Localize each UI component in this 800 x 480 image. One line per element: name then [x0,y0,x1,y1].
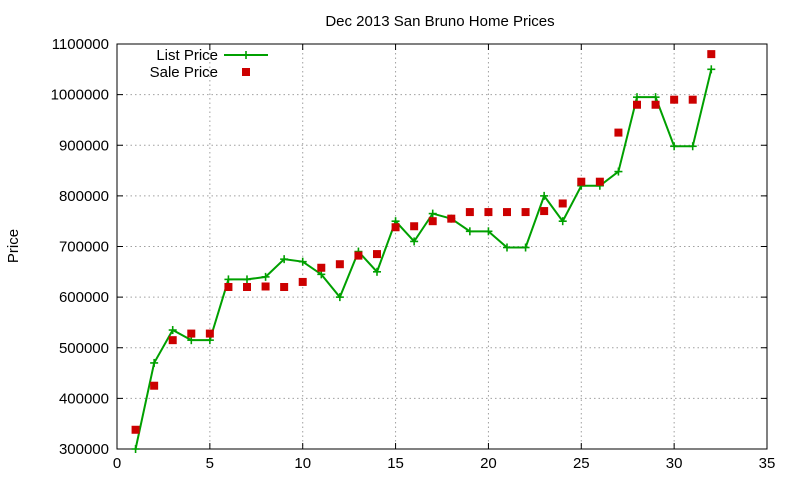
sale-price-point [131,425,140,434]
list-price-point [150,358,159,367]
sale-price-point [354,251,363,260]
sale-price-point [707,50,716,59]
list-price-point [298,257,307,266]
sale-price-point [670,95,679,104]
x-tick-label: 10 [294,455,311,472]
sale-price-point [484,208,493,217]
sale-price-point [373,250,381,259]
y-axis-label: Price [5,229,22,263]
y-tick-label: 300000 [59,441,109,458]
list-price-point [651,93,660,102]
sale-price-point [428,217,437,226]
sale-price-point [317,263,326,272]
list-price-line [134,69,713,450]
list-price-point [707,65,716,74]
chart-title: Dec 2013 San Bruno Home Prices [325,13,554,30]
sale-price-point [298,277,307,286]
y-tick-label: 1100000 [52,36,109,53]
list-price-point [484,227,493,236]
legend-label-sale-price: Sale Price [150,64,218,81]
sale-price-point [187,329,196,338]
y-tick-label: 800000 [59,188,109,205]
y-tick-label: 600000 [59,289,109,306]
sale-price-point [521,208,530,217]
sale-price-point [335,260,344,269]
list-price-point [224,275,233,284]
sale-price-point [280,283,289,291]
sale-price-point [633,100,641,109]
list-price-point [521,243,530,252]
x-tick-label: 25 [573,455,590,472]
list-price-point [261,272,270,281]
list-price-point [280,255,289,264]
legend-label-list-price: List Price [156,47,218,64]
list-price-point [503,243,511,252]
sale-price-point [261,282,270,291]
list-price-point [558,217,567,226]
list-price-point [373,267,381,276]
sale-price-point [595,177,604,186]
list-price-point [614,167,623,176]
y-tick-label: 900000 [59,137,109,154]
x-tick-label: 35 [759,455,776,472]
sale-price-point [447,214,456,223]
sale-price-point [410,222,419,231]
list-price-point [465,227,474,236]
list-price-point [243,275,251,284]
list-price-point [335,293,344,302]
list-price-point [670,142,679,151]
sale-price-point [558,199,567,208]
sale-price-point [224,283,233,291]
sale-price-point [391,223,400,232]
grid [117,44,767,449]
sale-price-point [614,128,623,137]
sale-price-point [465,208,474,217]
list-price-point [131,445,140,453]
list-price-point [688,142,697,151]
y-tick-label: 700000 [59,239,109,256]
list-price-point [633,93,641,102]
list-price-point [410,237,419,246]
x-tick-label: 0 [113,455,121,472]
list-price-point [428,209,437,218]
x-tick-label: 20 [480,455,497,472]
x-tick-label: 30 [666,455,683,472]
sale-price-point [205,329,214,338]
series [131,50,716,453]
y-tick-label: 400000 [59,390,109,407]
x-tick-label: 5 [206,455,214,472]
y-tick-label: 1000000 [51,87,109,104]
sale-price-point [651,100,660,109]
x-tick-label: 15 [387,455,404,472]
list-price-point [540,191,549,200]
sale-price-point [540,207,549,216]
list-price-point [168,326,177,335]
legend-marker-list-price [242,51,250,59]
sale-price-point [243,283,251,291]
sale-price-point [503,208,511,217]
sale-price-point [688,95,697,104]
sale-price-point [168,336,177,345]
sale-price-point [150,381,159,390]
axes: 0 5 10 15 20 25 30 35 300000 400000 500000 600000 70… [51,36,776,472]
sale-price-point [577,177,586,186]
y-tick-label: 500000 [59,340,109,357]
legend-marker-sale-price [242,68,250,76]
